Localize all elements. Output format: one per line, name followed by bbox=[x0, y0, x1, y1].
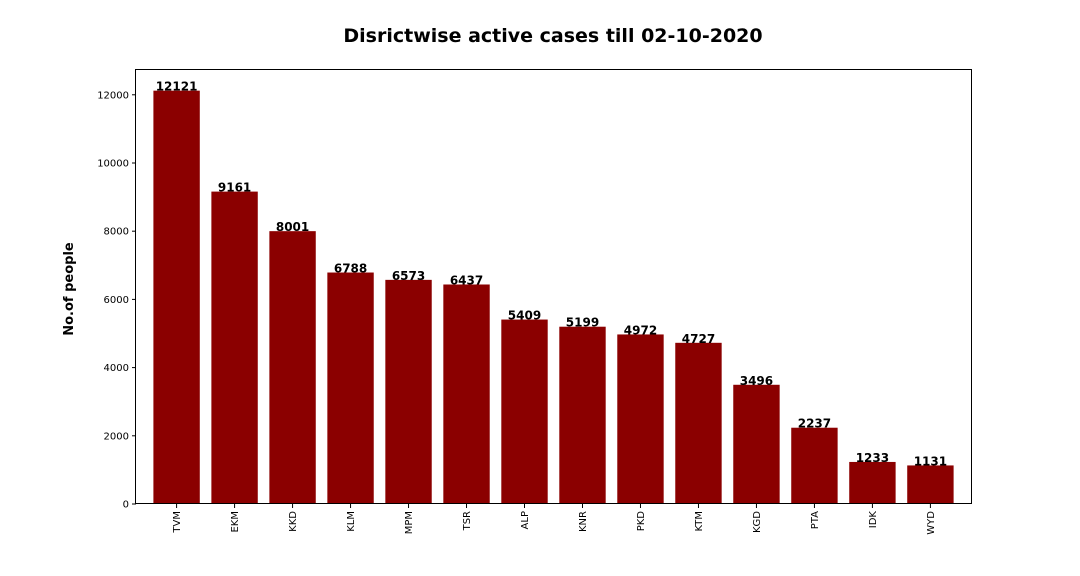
x-tick-label-mpm: MPM bbox=[404, 511, 415, 534]
x-tick-label-pta: PTA bbox=[810, 511, 821, 529]
bar-value-label-kgd: 3496 bbox=[740, 374, 773, 388]
bar-value-label-mpm: 6573 bbox=[392, 269, 425, 283]
bar-ekm bbox=[211, 191, 258, 504]
bar-klm bbox=[327, 272, 374, 504]
y-tick-label-0: 0 bbox=[123, 500, 129, 511]
bar-kgd bbox=[733, 384, 780, 504]
bar-kkd bbox=[269, 231, 316, 504]
chart-title: Disrictwise active cases till 02-10-2020 bbox=[343, 25, 762, 47]
bar-value-label-wyd: 1131 bbox=[914, 454, 947, 468]
bar-value-label-kkd: 8001 bbox=[276, 220, 309, 234]
bar-value-label-knr: 5199 bbox=[566, 316, 599, 330]
bars-layer bbox=[153, 90, 954, 505]
bar-value-label-pta: 2237 bbox=[798, 417, 831, 431]
x-tick-label-alp: ALP bbox=[520, 511, 531, 529]
bar-pta bbox=[791, 427, 838, 504]
x-tick-label-kgd: KGD bbox=[752, 511, 763, 533]
x-tick-label-kkd: KKD bbox=[288, 511, 299, 532]
y-tick-label-12000: 12000 bbox=[97, 90, 129, 101]
plot-area-frame bbox=[135, 69, 972, 504]
y-axis: 0 2000 4000 6000 8000 10000 12000 bbox=[97, 90, 136, 511]
bar-tvm bbox=[153, 90, 200, 505]
bar-value-label-alp: 5409 bbox=[508, 309, 541, 323]
bar-tsr bbox=[443, 284, 490, 504]
bar-pkd bbox=[617, 334, 664, 504]
y-tick-label-6000: 6000 bbox=[104, 295, 129, 306]
x-axis: TVM EKM KKD KLM MPM TSR ALP KNR PKD KTM KGD PTA IDK W… bbox=[172, 504, 937, 535]
value-labels-layer: 12121 9161 8001 6788 6573 6437 5409 5199 4972 472… bbox=[156, 80, 947, 469]
x-tick-label-ekm: EKM bbox=[230, 511, 241, 533]
bar-idk bbox=[849, 461, 896, 504]
bar-mpm bbox=[385, 279, 432, 504]
y-tick-label-4000: 4000 bbox=[104, 363, 129, 374]
x-tick-label-knr: KNR bbox=[578, 511, 589, 532]
x-tick-label-tvm: TVM bbox=[172, 511, 183, 534]
bar-value-label-idk: 1233 bbox=[856, 451, 889, 465]
x-tick-label-tsr: TSR bbox=[462, 511, 473, 531]
bar-knr bbox=[559, 326, 606, 504]
y-axis-label: No.of people bbox=[62, 242, 77, 336]
x-tick-label-pkd: PKD bbox=[636, 511, 647, 532]
bar-value-label-pkd: 4972 bbox=[624, 323, 657, 337]
x-tick-label-wyd: WYD bbox=[926, 511, 937, 535]
x-tick-label-idk: IDK bbox=[868, 511, 879, 529]
y-tick-label-2000: 2000 bbox=[104, 431, 129, 442]
bar-value-label-klm: 6788 bbox=[334, 262, 367, 276]
bar-value-label-tsr: 6437 bbox=[450, 273, 483, 287]
bar-wyd bbox=[907, 465, 954, 504]
bar-value-label-ekm: 9161 bbox=[218, 181, 251, 195]
bar-value-label-tvm: 12121 bbox=[156, 80, 198, 94]
bar-alp bbox=[501, 319, 548, 504]
y-tick-label-10000: 10000 bbox=[97, 158, 129, 169]
bar-value-label-ktm: 4727 bbox=[682, 332, 715, 346]
x-tick-label-klm: KLM bbox=[346, 511, 357, 532]
x-tick-label-ktm: KTM bbox=[694, 511, 705, 532]
bar-ktm bbox=[675, 342, 722, 504]
y-tick-label-8000: 8000 bbox=[104, 227, 129, 238]
